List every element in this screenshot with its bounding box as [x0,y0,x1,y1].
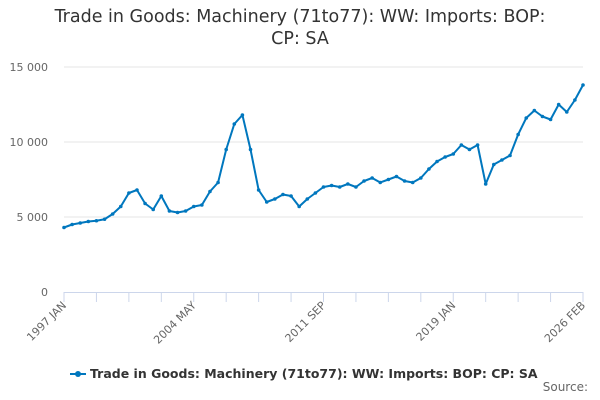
data-point[interactable] [191,204,196,209]
data-point[interactable] [540,114,545,119]
y-tick-label: 5 000 [17,211,49,224]
data-point[interactable] [86,219,91,224]
data-point[interactable] [289,194,293,198]
y-axis-labels: 0 5 000 10 000 15 000 [10,61,49,299]
x-tick-label: 2011 SEP [283,299,329,345]
x-tick-label: 2019 JAN [414,299,459,344]
data-point[interactable] [78,221,83,225]
x-tick-label: 2026 FEB [542,299,588,345]
legend-line-marker-icon [70,369,86,379]
data-point[interactable] [435,159,439,164]
x-axis-labels: 1997 JAN 2004 MAY 2011 SEP 2019 JAN 2026 FEB [24,299,588,347]
data-series[interactable] [62,83,585,230]
data-point[interactable] [110,212,115,216]
data-point[interactable] [62,225,66,230]
data-point[interactable] [175,210,180,215]
data-point[interactable] [240,113,245,117]
data-point[interactable] [524,116,529,120]
y-grid [64,66,583,218]
data-point[interactable] [491,162,496,167]
chart-title-line-1: Trade in Goods: Machinery (71to77): WW: … [54,7,546,27]
data-point[interactable] [451,152,456,156]
data-point[interactable] [427,167,431,171]
data-point[interactable] [475,143,480,147]
data-point[interactable] [248,147,253,152]
data-point[interactable] [273,197,277,201]
data-point[interactable] [346,182,350,186]
data-point[interactable] [556,102,561,107]
legend-label: Trade in Goods: Machinery (71to77): WW: … [90,366,538,381]
source-label: Source: [542,380,588,394]
data-point[interactable] [402,179,407,183]
data-point[interactable] [443,155,447,159]
data-point[interactable] [581,83,585,87]
data-point[interactable] [264,200,269,204]
data-point[interactable] [159,194,164,198]
data-point[interactable] [548,117,553,122]
data-point[interactable] [362,179,366,183]
chart-title-line-2: CP: SA [271,29,329,49]
data-point[interactable] [94,218,99,223]
data-point[interactable] [183,209,188,213]
y-tick-label: 15 000 [10,61,49,74]
data-point[interactable] [313,191,318,195]
x-tick-label: 2004 MAY [151,299,199,347]
chart-title: Trade in Goods: Machinery (71to77): WW: … [0,6,600,50]
data-point[interactable] [419,176,423,180]
data-point[interactable] [135,188,139,192]
data-point[interactable] [208,189,212,194]
data-point[interactable] [459,143,464,147]
data-point[interactable] [232,122,237,126]
data-point[interactable] [143,201,147,206]
data-point[interactable] [354,185,358,189]
x-axis [63,292,584,302]
data-point[interactable] [151,207,156,212]
data-point[interactable] [216,180,220,185]
series-line[interactable] [63,84,584,229]
legend-item[interactable]: Trade in Goods: Machinery (71to77): WW: … [70,366,538,381]
data-point[interactable] [564,110,569,114]
data-point[interactable] [321,185,326,189]
data-point[interactable] [305,197,310,201]
data-point[interactable] [337,185,342,189]
data-point[interactable] [297,204,301,209]
data-point[interactable] [500,158,504,162]
data-point[interactable] [386,177,391,182]
data-point[interactable] [370,176,374,180]
data-point[interactable] [394,174,399,179]
data-point[interactable] [224,147,228,152]
data-point[interactable] [281,192,285,197]
data-point[interactable] [102,217,107,222]
y-tick-label: 0 [41,286,48,299]
x-tick-label: 1997 JAN [24,299,69,344]
data-point[interactable] [467,147,472,152]
data-point[interactable] [516,132,520,137]
data-point[interactable] [329,183,334,188]
data-point[interactable] [200,203,204,207]
data-point[interactable] [70,222,74,227]
data-point[interactable] [167,209,172,213]
data-point[interactable] [378,180,383,185]
y-tick-label: 10 000 [10,136,49,149]
data-point[interactable] [118,204,123,209]
data-point[interactable] [256,188,261,192]
data-point[interactable] [483,182,488,186]
data-point[interactable] [127,191,131,195]
data-point[interactable] [410,180,415,185]
data-point[interactable] [573,98,577,102]
data-point[interactable] [532,108,537,113]
data-point[interactable] [508,153,512,158]
